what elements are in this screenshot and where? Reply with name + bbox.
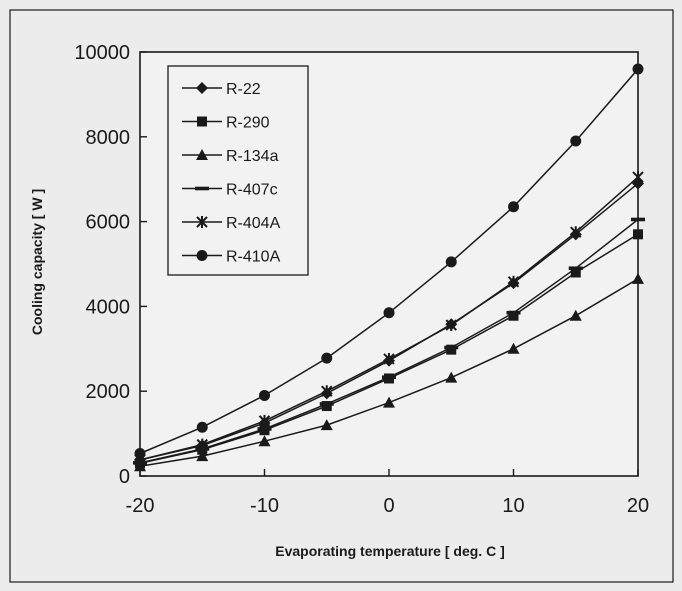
legend-item-r-410a: R-410A: [182, 249, 281, 266]
data-point-r-410a: [632, 63, 644, 75]
data-point-r-290: [633, 229, 643, 240]
data-point-r-404a: [445, 319, 457, 332]
data-point-r-134a: [258, 435, 271, 447]
series-r-404a: [134, 171, 644, 466]
y-tick-label: 8000: [86, 127, 131, 149]
data-point-r-290: [446, 344, 457, 355]
data-point-r-404a: [507, 275, 520, 288]
x-tick-label: 0: [383, 495, 394, 517]
data-point-r-134a: [196, 450, 209, 462]
legend-marker: [196, 82, 208, 94]
data-point-r-134a: [445, 371, 458, 383]
data-point-r-404a: [258, 414, 271, 427]
data-point-r-134a: [320, 419, 333, 431]
legend-marker: [196, 149, 208, 160]
y-tick-label: 2000: [86, 381, 131, 403]
y-axis-title: Cooling capacity [ W ]: [29, 189, 45, 335]
data-point-r-404a: [196, 438, 208, 451]
data-point-r-410a: [134, 448, 146, 460]
data-point-r-410a: [321, 352, 333, 364]
data-point-r-407c: [506, 310, 521, 315]
data-point-r-407c: [568, 266, 583, 271]
data-point-r-404a: [383, 352, 395, 365]
y-tick-label: 4000: [86, 296, 131, 318]
legend-label: R-407c: [226, 182, 278, 199]
data-point-r-290: [570, 267, 581, 278]
y-tick-label: 6000: [86, 212, 131, 234]
legend-marker: [196, 250, 208, 261]
x-axis-title: Evaporating temperature [ deg. C ]: [275, 543, 504, 559]
legend-label: R-290: [226, 115, 270, 132]
legend-marker: [195, 186, 209, 191]
legend-box: [167, 65, 309, 276]
data-point-r-407c: [382, 375, 396, 380]
legend-label: R-22: [226, 81, 261, 98]
data-point-r-410a: [570, 135, 582, 147]
data-point-r-407c: [631, 217, 645, 222]
data-point-r-407c: [257, 427, 272, 431]
data-point-r-404a: [632, 171, 644, 184]
data-point-r-407c: [444, 345, 459, 350]
legend: R-22 R-290 R-134a R-407c R-404A R-410A: [167, 65, 309, 276]
data-point-r-134a: [507, 342, 520, 354]
data-point-r-410a: [383, 307, 395, 319]
legend-marker: [197, 116, 207, 127]
legend-label: R-410A: [226, 249, 281, 266]
x-tick-label: -10: [250, 495, 279, 517]
legend-item-r-407c: R-407c: [182, 182, 278, 199]
series-group: [133, 63, 645, 472]
y-tick-label: 0: [119, 466, 130, 488]
series-r-134a: [134, 272, 644, 472]
data-point-r-410a: [445, 256, 457, 268]
legend-label: R-134a: [226, 148, 279, 165]
data-point-r-290: [508, 310, 519, 321]
data-point-r-410a: [508, 201, 519, 213]
legend-item-r-134a: R-134a: [182, 148, 279, 165]
axes: 0 2000 4000 6000 8000 10000 -20 -10 0 10 20: [74, 42, 649, 517]
data-point-r-410a: [259, 389, 270, 401]
x-tick-label: -20: [126, 495, 155, 517]
legend-label: R-404A: [226, 215, 281, 232]
data-point-r-404a: [570, 226, 582, 239]
x-tick-label: 10: [502, 495, 524, 517]
outer-frame: [9, 9, 674, 583]
x-tick-label: 20: [627, 495, 649, 517]
series-r-410a: [134, 63, 644, 460]
data-point-r-134a: [383, 396, 395, 408]
legend-item-r-22: R-22: [182, 81, 261, 98]
data-point-r-407c: [319, 402, 334, 406]
data-point-r-134a: [569, 309, 582, 321]
data-point-r-410a: [196, 421, 208, 433]
data-point-r-290: [321, 401, 332, 412]
legend-item-r-290: R-290: [182, 115, 270, 132]
data-point-r-404a: [321, 385, 333, 398]
legend-marker: [196, 216, 208, 228]
y-tick-label: 10000: [74, 42, 130, 64]
data-point-r-134a: [632, 272, 644, 284]
legend-item-r-404a: R-404A: [182, 215, 281, 232]
